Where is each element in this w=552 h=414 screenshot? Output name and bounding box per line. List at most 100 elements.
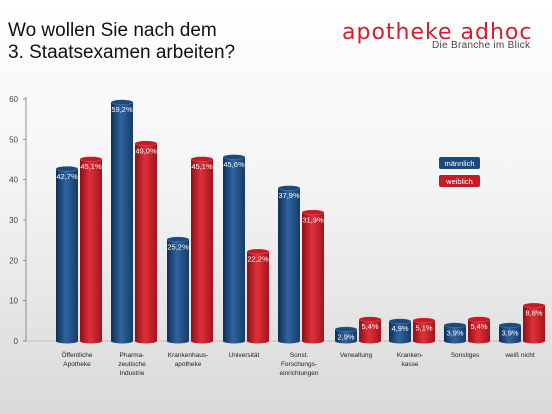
category-label: weiß nicht <box>504 352 534 359</box>
bar-body <box>56 168 78 341</box>
bar-value-label: 31,9% <box>302 215 324 224</box>
bar-body <box>111 102 133 341</box>
category-label-line: Pharma- <box>120 352 145 359</box>
bar-value-label: 25,2% <box>167 242 189 251</box>
legend-label: männlich <box>444 159 474 168</box>
category-label-line: Universität <box>229 352 260 359</box>
bar-weiblich: 45,1% <box>79 156 103 344</box>
bar-top <box>522 302 546 309</box>
bar-maennlich: 4,9% <box>388 318 412 344</box>
bar-maennlich: 3,9% <box>443 322 467 344</box>
bar-base <box>56 338 78 344</box>
bar-value-label: 2,9% <box>337 332 354 341</box>
bar-weiblich: 5,1% <box>412 317 436 344</box>
category-label-line: weiß nicht <box>504 352 534 359</box>
bar-maennlich: 25,2% <box>166 236 190 344</box>
title-line-1: Wo wollen Sie nach dem <box>8 20 217 41</box>
bar-body <box>389 321 411 341</box>
category-label-line: Sonst. <box>290 352 309 359</box>
category-label-line: Krankenhaus- <box>168 352 208 359</box>
y-tick-label: 0 <box>14 337 19 346</box>
brand-logo: apotheke adhoc <box>342 20 533 45</box>
bar-base <box>444 338 466 344</box>
bar-weiblich: 31,9% <box>301 209 325 344</box>
y-tick-label: 20 <box>9 256 18 265</box>
category-label: Sonstiges <box>451 352 480 359</box>
bar-body <box>413 320 435 341</box>
y-tick-label: 30 <box>9 216 18 225</box>
bar-value-label: 42,7% <box>56 172 78 181</box>
bar-base <box>167 338 189 344</box>
bar-base <box>80 338 102 344</box>
bar-value-label: 59,2% <box>111 105 133 114</box>
bar-body <box>444 325 466 341</box>
brand-tagline: Die Branche im Blick <box>432 40 531 51</box>
bar-base <box>111 338 133 344</box>
legend-swatch <box>439 157 480 169</box>
bar-value-label: 4,9% <box>391 324 408 333</box>
bar-body <box>468 319 490 341</box>
bar-top <box>166 236 190 243</box>
bar-body <box>335 329 357 341</box>
legend-item: weiblich <box>439 175 480 187</box>
bar-top <box>55 165 79 172</box>
bar-top <box>134 140 158 147</box>
bar-body <box>359 319 381 341</box>
bar-base <box>335 338 357 344</box>
category-label-line: Kranken- <box>397 352 423 359</box>
bar-value-label: 49,0% <box>135 146 157 155</box>
bar-body <box>499 325 521 341</box>
bar-weiblich: 8,8% <box>522 302 546 344</box>
legend-label: weiblich <box>445 177 473 186</box>
bar-top <box>412 317 436 324</box>
category-label: Öffentliche Apotheke <box>62 351 93 368</box>
bar-value-label: 45,1% <box>80 162 102 171</box>
bar-maennlich: 3,9% <box>498 322 522 344</box>
y-tick-label: 60 <box>9 95 18 104</box>
bar-top <box>388 318 412 325</box>
bar-weiblich: 49,0% <box>134 140 158 344</box>
legend-swatch <box>439 175 480 187</box>
category-label-line: Industrie <box>120 370 145 377</box>
bar-value-label: 3,9% <box>446 328 463 337</box>
chart-title: Wo wollen Sie nach dem 3. Staatsexamen a… <box>8 20 235 64</box>
bar-weiblich: 5,4% <box>358 316 382 344</box>
category-label-line: zeutische <box>118 361 146 368</box>
category-label: Kranken-kasse <box>397 352 423 368</box>
y-tick-label: 50 <box>9 135 18 144</box>
bar-body <box>80 159 102 341</box>
bar-top <box>222 154 246 160</box>
bar-base <box>523 338 545 344</box>
y-tick-label: 40 <box>9 176 18 185</box>
bar-value-label: 5,4% <box>470 322 487 331</box>
category-label-line: Verwaltung <box>340 352 373 359</box>
bar-body <box>191 159 213 341</box>
bar-base <box>278 338 300 344</box>
bar-weiblich: 45,1% <box>190 156 214 344</box>
bar-body <box>247 251 269 341</box>
bar-top <box>358 316 382 323</box>
bar-weiblich: 5,4% <box>467 316 491 344</box>
bar-body <box>167 239 189 341</box>
bar-body <box>135 143 157 341</box>
category-label-line: Sonstiges <box>451 352 480 359</box>
bar-maennlich: 45,6% <box>222 154 246 344</box>
bar-base <box>302 338 324 344</box>
bar-base <box>413 338 435 344</box>
legend-item: männlich <box>439 157 480 169</box>
bar-value-label: 22,2% <box>247 254 269 263</box>
category-label-line: Forschungs- <box>281 361 317 368</box>
category-label: Verwaltung <box>340 352 373 359</box>
bar-base <box>247 338 269 344</box>
bar-base <box>389 338 411 344</box>
bar-top <box>334 326 358 333</box>
bar-maennlich: 42,7% <box>55 165 79 344</box>
bar-value-label: 45,1% <box>191 162 213 171</box>
bar-body <box>223 157 245 341</box>
category-label: Sonst. Forschungs-einrichtungen <box>279 352 318 377</box>
bar-base <box>191 338 213 344</box>
bar-body <box>278 188 300 341</box>
bar-maennlich: 2,9% <box>334 326 358 344</box>
bar-base <box>135 338 157 344</box>
